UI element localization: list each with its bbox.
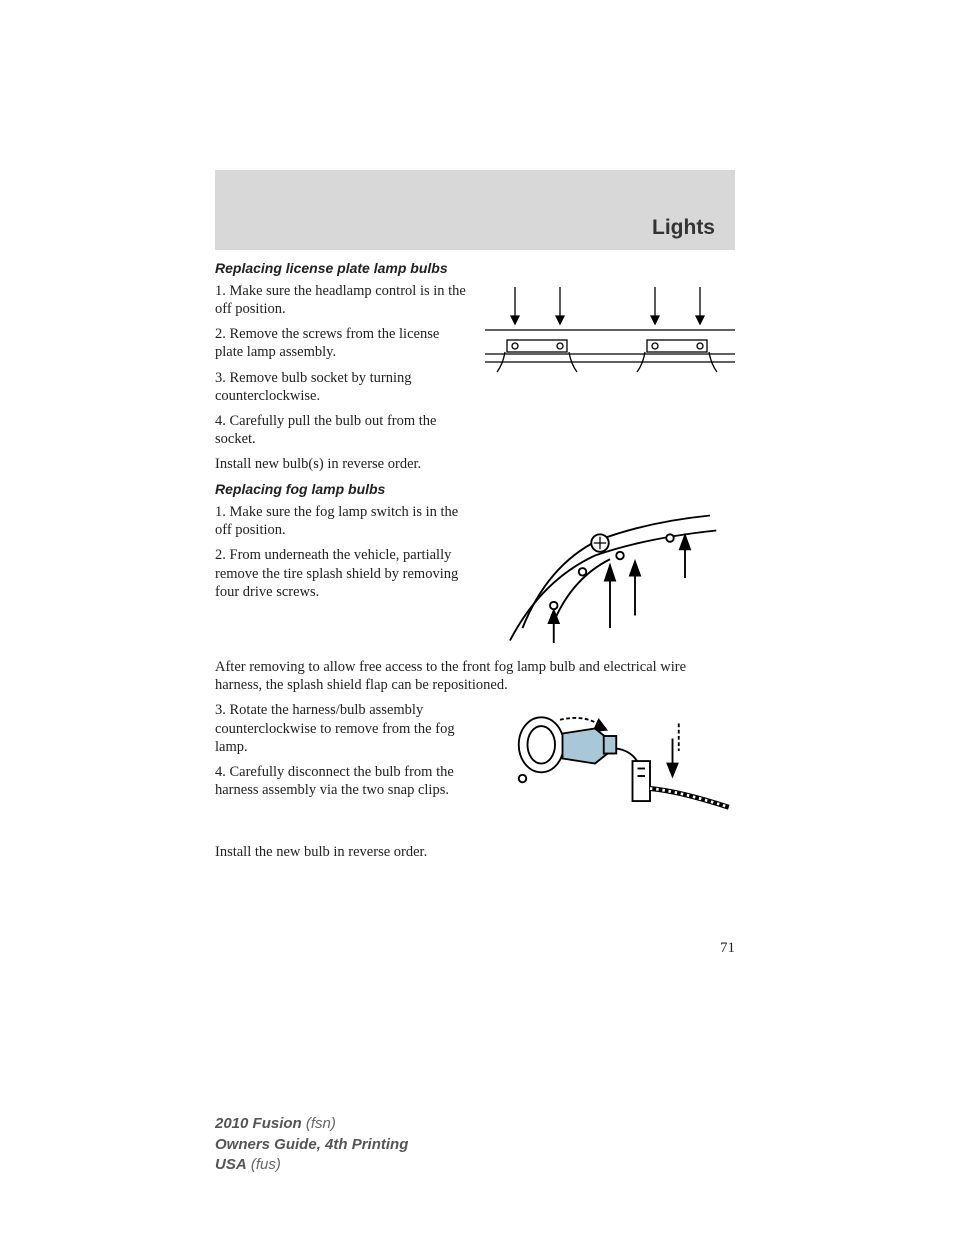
footer-line2: Owners Guide, 4th Printing bbox=[215, 1135, 408, 1155]
chapter-title: Lights bbox=[652, 216, 715, 240]
splash-shield-diagram bbox=[485, 503, 735, 658]
license-plate-diagram-svg bbox=[485, 282, 735, 377]
footer-code2: (fus) bbox=[247, 1156, 281, 1173]
section2-row1: 1. Make sure the fog lamp switch is in t… bbox=[215, 503, 735, 658]
footer-line1: 2010 Fusion (fsn) bbox=[215, 1114, 408, 1134]
section1-step1: 1. Make sure the headlamp control is in … bbox=[215, 282, 467, 318]
section2-step1: 1. Make sure the fog lamp switch is in t… bbox=[215, 503, 467, 539]
section2-step2: 2. From underneath the vehicle, partiall… bbox=[215, 546, 467, 600]
bulb-harness-diagram-svg bbox=[485, 701, 735, 826]
section1-heading: Replacing license plate lamp bulbs bbox=[215, 260, 735, 276]
license-plate-diagram bbox=[485, 282, 735, 382]
section2-step5: Install the new bulb in reverse order. bbox=[215, 843, 735, 861]
footer-line3: USA (fus) bbox=[215, 1155, 408, 1175]
section2-step3: 3. Rotate the harness/bulb assembly coun… bbox=[215, 701, 467, 755]
section1-step4: 4. Carefully pull the bulb out from the … bbox=[215, 412, 467, 448]
section2-heading: Replacing fog lamp bulbs bbox=[215, 481, 735, 497]
header-band: Lights bbox=[215, 170, 735, 250]
section2-row2: 3. Rotate the harness/bulb assembly coun… bbox=[215, 701, 735, 831]
page-content: Lights Replacing license plate lamp bulb… bbox=[215, 170, 735, 869]
footer-model: 2010 Fusion bbox=[215, 1115, 302, 1132]
footer-region: USA bbox=[215, 1156, 247, 1173]
bulb-harness-diagram bbox=[485, 701, 735, 831]
section1-text: 1. Make sure the headlamp control is in … bbox=[215, 282, 467, 455]
section2-step4: 4. Carefully disconnect the bulb from th… bbox=[215, 763, 467, 799]
section2-text1: 1. Make sure the fog lamp switch is in t… bbox=[215, 503, 467, 608]
section1-row: 1. Make sure the headlamp control is in … bbox=[215, 282, 735, 455]
section2-text2: 3. Rotate the harness/bulb assembly coun… bbox=[215, 701, 467, 806]
section2-step2b: After removing to allow free access to t… bbox=[215, 658, 735, 694]
footer-code1: (fsn) bbox=[302, 1115, 336, 1132]
page-number: 71 bbox=[720, 940, 735, 957]
footer: 2010 Fusion (fsn) Owners Guide, 4th Prin… bbox=[215, 1114, 408, 1175]
section1-step5: Install new bulb(s) in reverse order. bbox=[215, 455, 735, 473]
section1-step3: 3. Remove bulb socket by turning counter… bbox=[215, 369, 467, 405]
splash-shield-diagram-svg bbox=[485, 503, 735, 653]
section1-step2: 2. Remove the screws from the license pl… bbox=[215, 325, 467, 361]
